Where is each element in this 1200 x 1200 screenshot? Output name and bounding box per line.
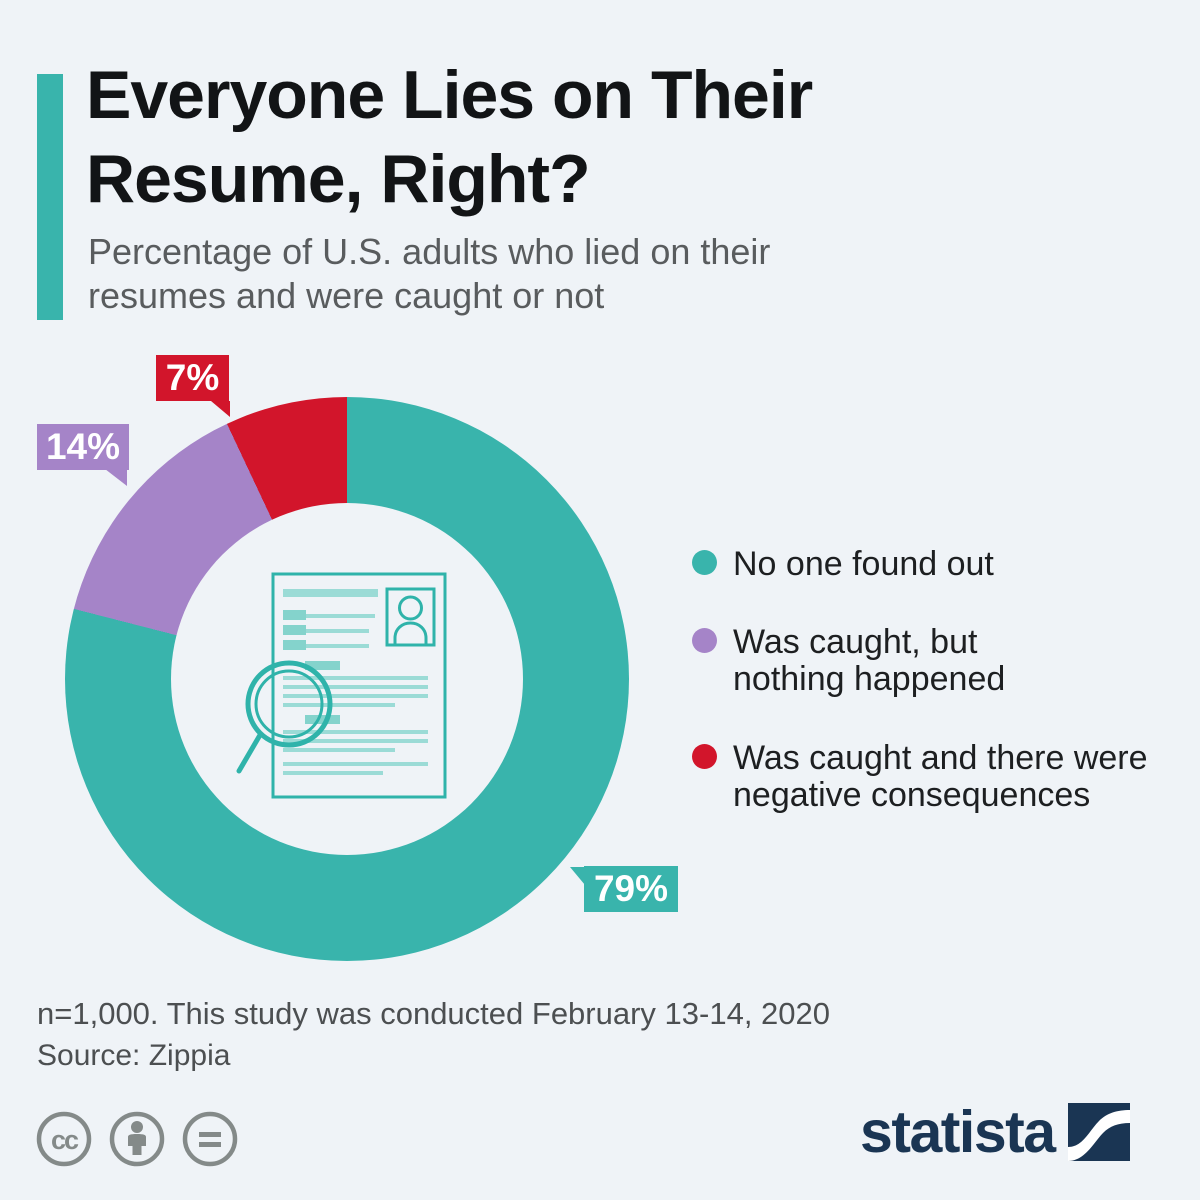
no-derivatives-icon: [182, 1111, 238, 1167]
resume-magnifier-icon: [236, 572, 447, 799]
legend-item-no-one-found-out: No one found out: [692, 546, 994, 583]
page-subtitle: Percentage of U.S. adults who lied on th…: [88, 231, 771, 316]
callout-79: 79%: [584, 866, 678, 912]
legend-label: No one found out: [733, 545, 994, 583]
statista-wordmark: statista: [860, 1099, 1056, 1165]
svg-text:cc: cc: [51, 1125, 79, 1155]
resume-photo-box: [385, 587, 436, 647]
donut-chart: [65, 397, 629, 961]
attribution-icon: [109, 1111, 165, 1167]
legend-item-caught-negative-consequences: Was caught and there were negative conse…: [692, 740, 1148, 814]
callout-79-tail: [570, 867, 585, 885]
resume-photo-head: [398, 595, 423, 621]
title-accent-bar: [37, 74, 63, 320]
callout-14-tail: [105, 469, 127, 486]
callout-7: 7%: [156, 355, 229, 401]
magnifier-lens-outer: [245, 660, 333, 748]
creative-commons-icon: cc: [36, 1111, 92, 1167]
callout-14: 14%: [37, 424, 129, 470]
legend-item-caught-nothing-happened: Was caught, but nothing happened: [692, 624, 1005, 698]
magnifier-handle: [236, 732, 263, 774]
source-line: Source: Zippia: [37, 1039, 231, 1072]
resume-photo-shoulders: [393, 621, 428, 645]
legend-label: Was caught and there were negative conse…: [733, 739, 1148, 814]
legend-swatch-purple: [692, 628, 717, 653]
magnifier-lens-inner: [254, 669, 324, 739]
footnote: n=1,000. This study was conducted Februa…: [37, 996, 831, 1031]
legend-swatch-teal: [692, 550, 717, 575]
statista-swoosh-icon: [1067, 1103, 1130, 1161]
legend-label: Was caught, but nothing happened: [733, 623, 1006, 698]
cc-license-icons: cc: [36, 1111, 238, 1167]
resume-page: [271, 572, 447, 799]
statista-logo: statista: [860, 1098, 1130, 1166]
resume-title-line: [283, 589, 378, 597]
legend-swatch-red: [692, 744, 717, 769]
callout-7-tail: [211, 401, 230, 417]
page-title: Everyone Lies on Their Resume, Right?: [86, 57, 813, 217]
